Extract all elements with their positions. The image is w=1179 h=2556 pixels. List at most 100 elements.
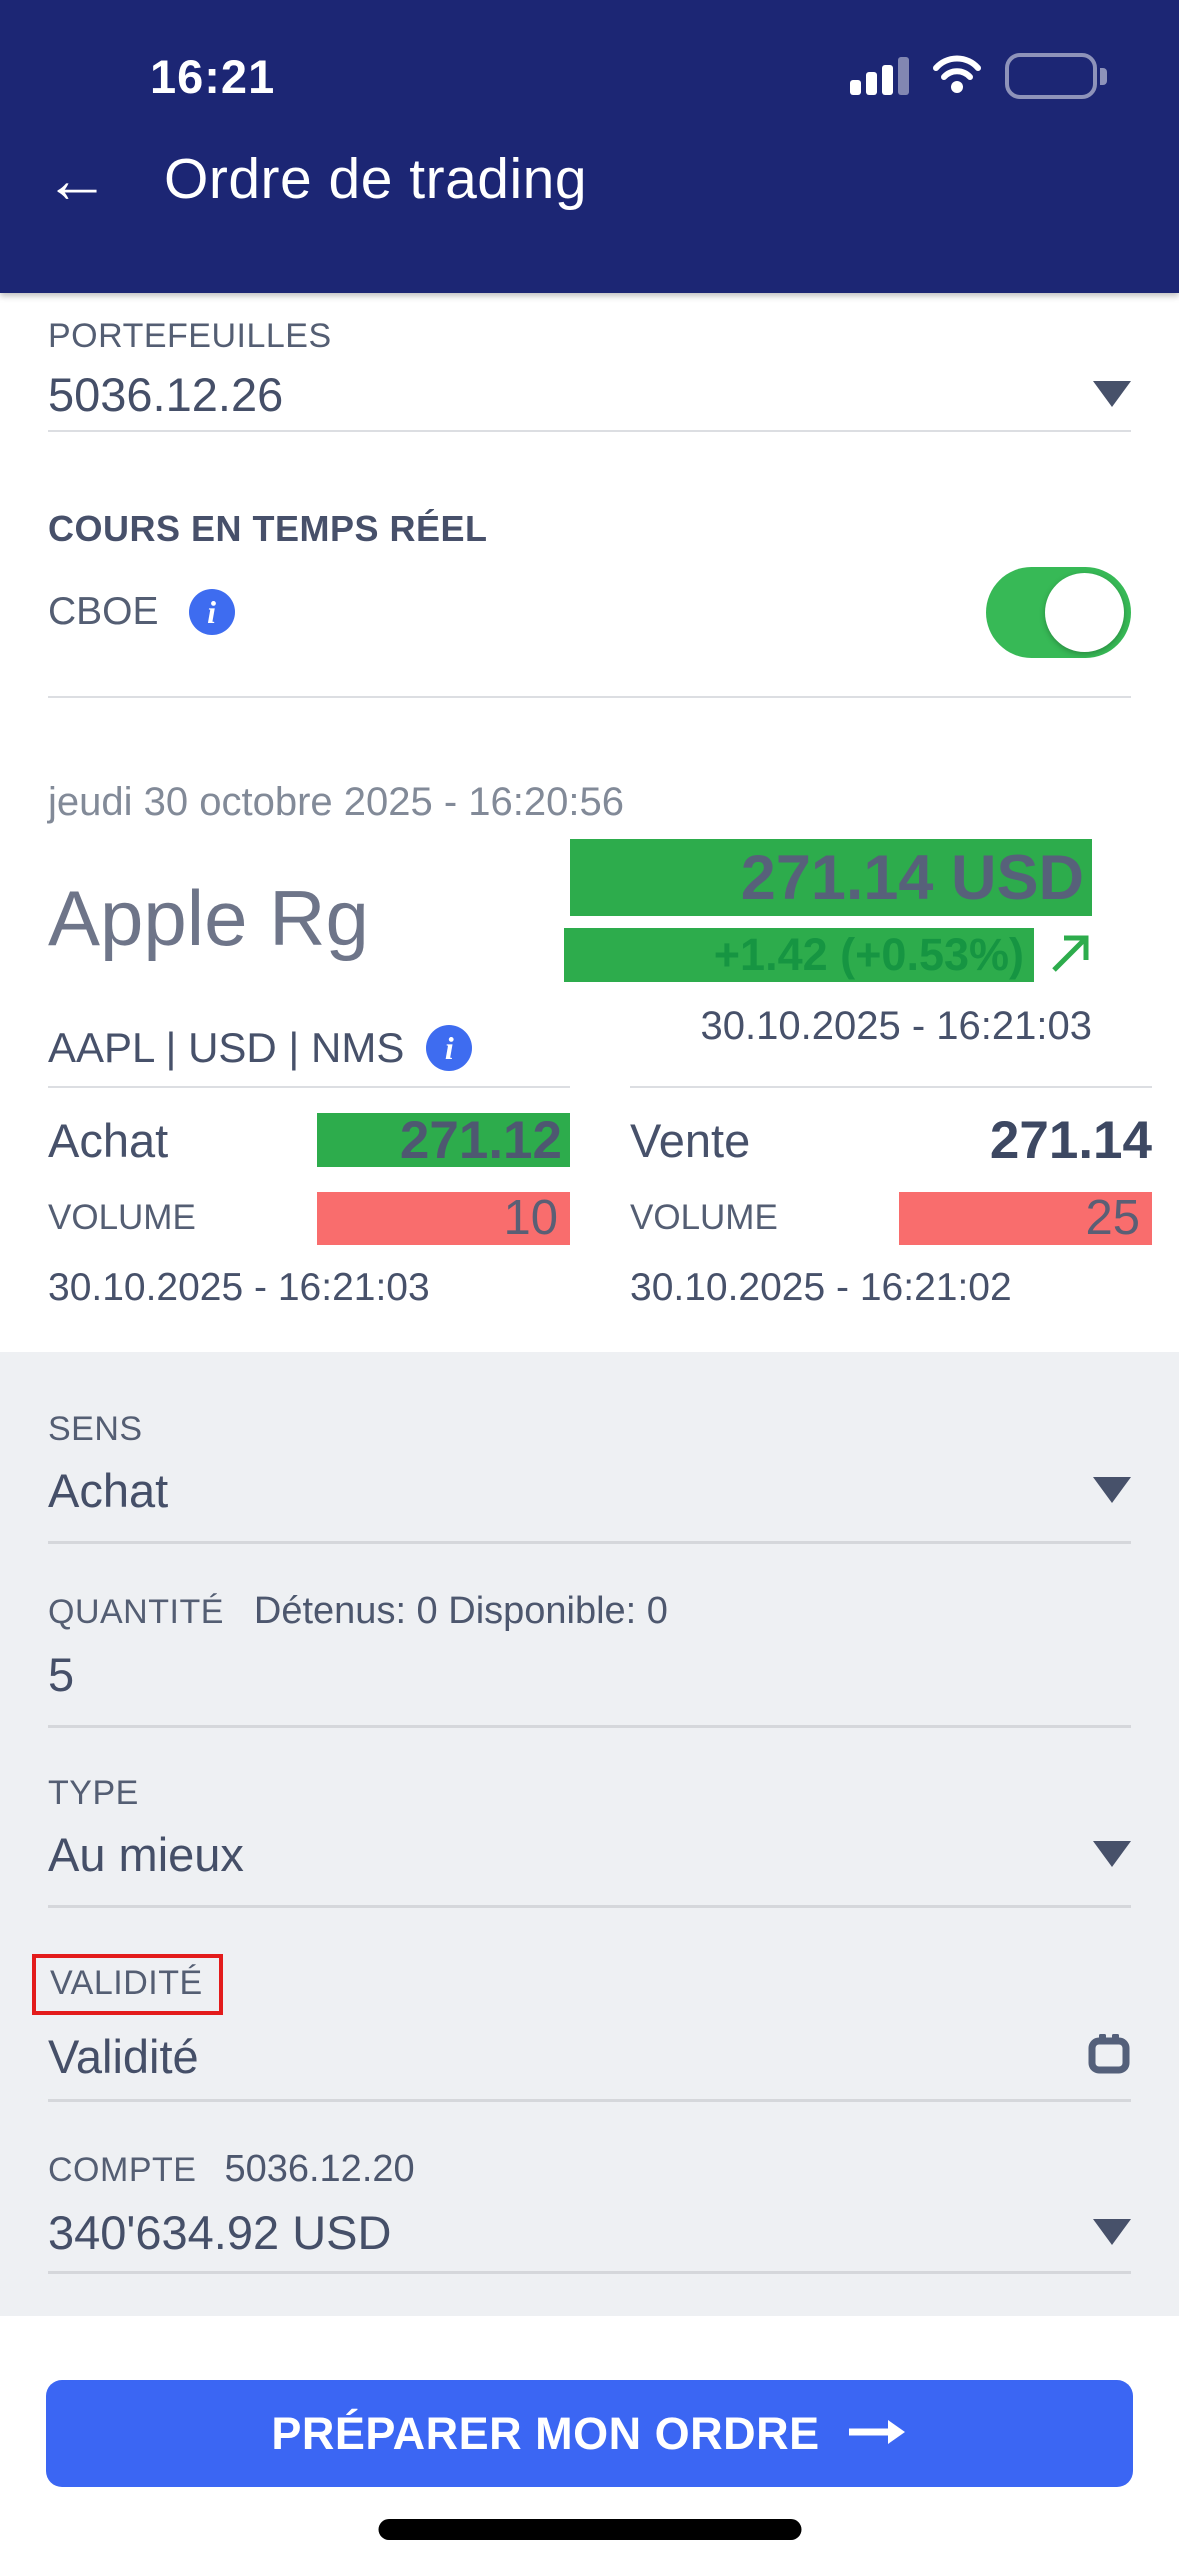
ask-price: 271.14 xyxy=(989,1110,1152,1170)
bid-volume-row: VOLUME 10 xyxy=(48,1191,570,1245)
bid-volume-flash: 10 xyxy=(317,1191,570,1245)
validity-picker[interactable]: Validité xyxy=(48,2027,1131,2085)
divider xyxy=(48,1086,570,1088)
price-flash-highlight: 271.14 USD xyxy=(570,839,1092,916)
validity-value: Validité xyxy=(48,2029,199,2083)
quote-grid: Apple Rg AAPL | USD | NMS i 271.14 USD +… xyxy=(48,839,1131,1072)
divider xyxy=(48,430,1131,432)
account-field: COMPTE 5036.12.20 340'634.92 USD xyxy=(48,2148,1131,2274)
battery-icon xyxy=(1005,53,1107,99)
last-price: 271.14 USD xyxy=(740,842,1084,913)
divider xyxy=(48,2099,1131,2102)
info-icon[interactable]: i xyxy=(426,1025,473,1071)
account-dropdown[interactable]: 340'634.92 USD xyxy=(48,2203,1131,2261)
validity-field: VALIDITÉ Validité xyxy=(32,1954,1131,2102)
ask-column: Vente 271.14 VOLUME 25 30.10.2025 - 16:2… xyxy=(630,1086,1152,1310)
sens-value: Achat xyxy=(48,1463,169,1517)
prepare-order-label: PRÉPARER MON ORDRE xyxy=(271,2407,820,2459)
realtime-section: COURS EN TEMPS RÉEL CBOE i xyxy=(0,508,1179,698)
type-field: TYPE Au mieux xyxy=(48,1774,1131,1908)
quote-datetime: jeudi 30 octobre 2025 - 16:20:56 xyxy=(48,780,624,824)
app-bar: 16:21 ← Ordre de xyxy=(0,0,1179,293)
divider xyxy=(48,1725,1131,1728)
cellular-signal-icon xyxy=(850,57,909,95)
bid-label: Achat xyxy=(48,1113,169,1167)
quote-section: jeudi 30 octobre 2025 - 16:20:56 Apple R… xyxy=(0,780,1179,1072)
bid-price-flash: 271.12 xyxy=(317,1111,570,1170)
account-balance: 340'634.92 USD xyxy=(48,2205,392,2259)
back-button[interactable]: ← xyxy=(44,142,110,216)
portfolio-label: PORTEFEUILLES xyxy=(48,317,332,355)
change-flash-highlight: +1.42 (+0.53%) xyxy=(564,928,1034,982)
calendar-icon[interactable] xyxy=(1087,2032,1131,2081)
ask-volume: 25 xyxy=(1085,1191,1140,1245)
quantity-field: QUANTITÉ Détenus: 0 Disponible: 0 5 xyxy=(48,1590,1131,1728)
chevron-down-icon xyxy=(1093,2219,1131,2245)
ask-timestamp: 30.10.2025 - 16:21:02 xyxy=(630,1266,1012,1309)
divider xyxy=(48,1905,1131,1908)
portfolio-value: 5036.12.26 xyxy=(48,367,284,421)
chevron-down-icon xyxy=(1093,381,1131,407)
wifi-icon xyxy=(931,54,983,99)
price-change: +1.42 (+0.53%) xyxy=(713,929,1024,980)
type-dropdown[interactable]: Au mieux xyxy=(48,1825,1131,1883)
quantity-input[interactable]: 5 xyxy=(48,1645,1131,1703)
bid-volume: 10 xyxy=(503,1191,558,1245)
status-time: 16:21 xyxy=(150,49,276,103)
page-title: Ordre de trading xyxy=(164,147,588,211)
instrument-name: Apple Rg xyxy=(48,874,369,962)
ask-label: Vente xyxy=(630,1113,751,1167)
sens-label: SENS xyxy=(48,1410,143,1448)
portfolio-dropdown[interactable]: 5036.12.26 xyxy=(48,366,1131,422)
validity-label: VALIDITÉ xyxy=(50,1964,203,2002)
ask-volume-label: VOLUME xyxy=(630,1198,778,1237)
status-icons xyxy=(850,53,1107,99)
account-label-row: COMPTE 5036.12.20 xyxy=(48,2148,1131,2191)
annotation-highlight-box: VALIDITÉ xyxy=(32,1954,223,2015)
sens-dropdown[interactable]: Achat xyxy=(48,1461,1131,1519)
type-value: Au mieux xyxy=(48,1827,244,1881)
price-block: 271.14 USD +1.42 (+0.53%) 30.10.2025 - 1… xyxy=(564,839,1092,1072)
validity-label-row: VALIDITÉ xyxy=(32,1954,1131,2015)
divider xyxy=(48,1541,1131,1544)
realtime-row: CBOE i xyxy=(48,566,1131,658)
realtime-toggle[interactable] xyxy=(986,566,1131,658)
instrument-meta-row: AAPL | USD | NMS i xyxy=(48,1024,473,1072)
order-form: SENS Achat QUANTITÉ Détenus: 0 Disponibl… xyxy=(0,1352,1179,2316)
toggle-knob xyxy=(1045,572,1124,652)
change-row: +1.42 (+0.53%) xyxy=(564,928,1092,982)
ask-volume-flash: 25 xyxy=(899,1191,1152,1245)
chevron-down-icon xyxy=(1093,1841,1131,1867)
ask-volume-row: VOLUME 25 xyxy=(630,1191,1152,1245)
arrow-right-icon xyxy=(846,2417,908,2450)
status-bar: 16:21 xyxy=(0,0,1179,103)
trend-up-arrow-icon xyxy=(1048,930,1092,981)
type-label: TYPE xyxy=(48,1774,139,1812)
order-book: Achat 271.12 VOLUME 10 30.10.2025 - 16:2… xyxy=(0,1086,1179,1310)
bid-column: Achat 271.12 VOLUME 10 30.10.2025 - 16:2… xyxy=(48,1086,570,1310)
divider xyxy=(48,696,1131,698)
account-number: 5036.12.20 xyxy=(224,2148,415,2190)
quantity-label-row: QUANTITÉ Détenus: 0 Disponible: 0 xyxy=(48,1590,1131,1633)
nav-bar: ← Ordre de trading xyxy=(0,100,1179,212)
bid-price-row: Achat 271.12 xyxy=(48,1111,570,1170)
prepare-order-button[interactable]: PRÉPARER MON ORDRE xyxy=(46,2380,1133,2487)
instrument-block: Apple Rg AAPL | USD | NMS i xyxy=(48,839,473,1072)
quantity-label: QUANTITÉ xyxy=(48,1593,224,1631)
quantity-hint: Détenus: 0 Disponible: 0 xyxy=(253,1590,668,1632)
bid-timestamp: 30.10.2025 - 16:21:03 xyxy=(48,1266,430,1309)
portfolio-section: PORTEFEUILLES 5036.12.26 xyxy=(0,317,1179,432)
bid-price: 271.12 xyxy=(399,1110,562,1170)
info-icon[interactable]: i xyxy=(188,589,235,635)
bid-volume-label: VOLUME xyxy=(48,1198,196,1237)
exchange-label: CBOE xyxy=(48,590,159,633)
quote-timestamp: 30.10.2025 - 16:21:03 xyxy=(700,1004,1092,1048)
home-indicator[interactable] xyxy=(378,2519,801,2540)
quantity-value: 5 xyxy=(48,1647,75,1701)
divider xyxy=(630,1086,1152,1088)
account-label: COMPTE xyxy=(48,2151,197,2189)
ask-price-row: Vente 271.14 xyxy=(630,1110,1152,1170)
instrument-meta: AAPL | USD | NMS xyxy=(48,1024,405,1071)
sens-field: SENS Achat xyxy=(48,1410,1131,1544)
